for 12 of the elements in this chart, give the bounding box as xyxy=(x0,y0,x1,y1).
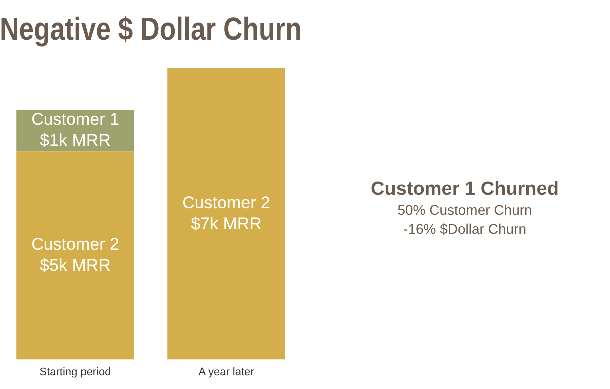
text: Customer 1 Churned xyxy=(371,179,559,200)
data-label: $1k MRR xyxy=(40,131,111,150)
series-label: Customer 2 xyxy=(32,234,120,254)
text: -16% $Dollar Churn xyxy=(404,220,526,237)
text: 50% Customer Churn xyxy=(398,202,532,218)
text: Customer 2 xyxy=(182,193,270,212)
series-label: Customer 1 xyxy=(32,110,120,130)
data-label: $7k MRR xyxy=(191,214,262,234)
x-tick-label: Starting period xyxy=(40,366,112,378)
chart-title: Negative $ Dollar Churn xyxy=(0,12,302,48)
x-tick-label: A year later xyxy=(198,366,255,378)
data-label: $5k MRR xyxy=(40,256,111,275)
